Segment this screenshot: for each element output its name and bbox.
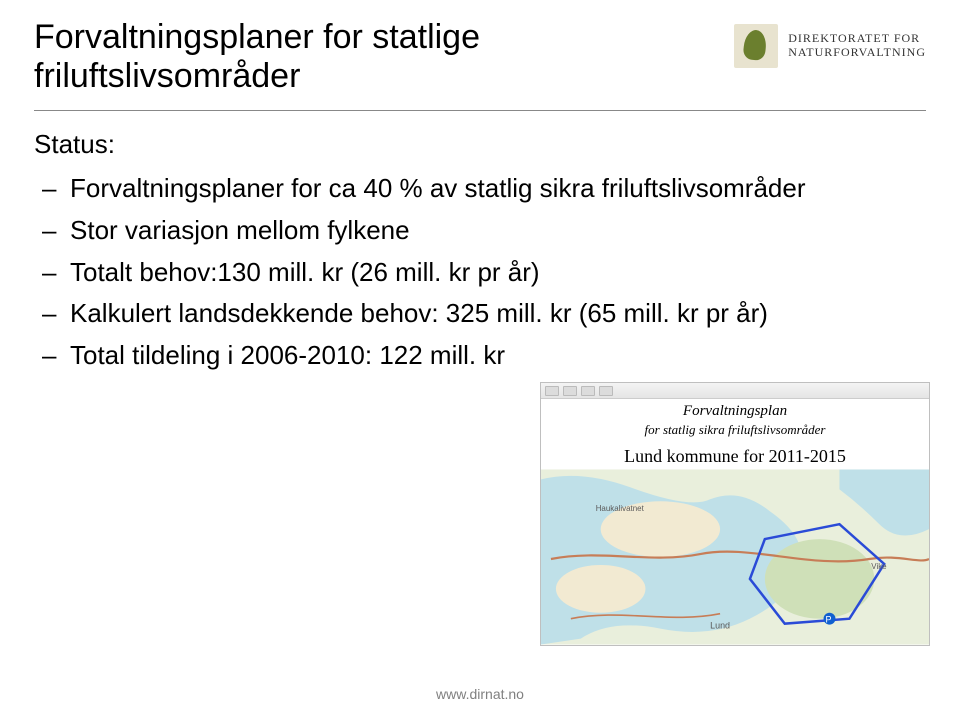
list-item: Stor variasjon mellom fylkene [70, 212, 926, 250]
title-line-1: Forvaltningsplaner for statlige [34, 18, 480, 56]
org-name: DIREKTORATET FOR NATURFORVALTNING [788, 32, 926, 60]
toolbar-button-icon [563, 386, 577, 396]
status-label: Status: [34, 129, 926, 160]
list-item: Totalt behov:130 mill. kr (26 mill. kr p… [70, 254, 926, 292]
header: Forvaltningsplaner for statlige frilufts… [34, 18, 926, 96]
title-line-2: friluftslivsområder [34, 57, 300, 95]
status-bullet-list: Forvaltningsplaner for ca 40 % av statli… [34, 170, 926, 374]
footer-url: www.dirnat.no [0, 686, 960, 702]
leaf-logo-icon [734, 24, 778, 68]
inset-document-preview: Forvaltningsplan for statlig sikra frilu… [540, 382, 930, 646]
svg-text:Lund: Lund [710, 621, 730, 631]
svg-text:P: P [826, 615, 832, 625]
inset-title-line-2: for statlig sikra friluftslivsområder [549, 422, 921, 438]
list-item: Kalkulert landsdekkende behov: 325 mill.… [70, 295, 926, 333]
map-preview: P Lund Vike Haukalivatnet [541, 469, 929, 645]
toolbar-button-icon [581, 386, 595, 396]
inset-toolbar [541, 383, 929, 399]
toolbar-button-icon [545, 386, 559, 396]
slide: Forvaltningsplaner for statlige frilufts… [0, 0, 960, 716]
org-name-line-1: DIREKTORATET FOR [788, 32, 926, 46]
svg-text:Haukalivatnet: Haukalivatnet [596, 504, 645, 513]
inset-title-line-1: Forvaltningsplan [549, 403, 921, 420]
list-item: Total tildeling i 2006-2010: 122 mill. k… [70, 337, 926, 375]
inset-heading: Forvaltningsplan for statlig sikra frilu… [541, 399, 929, 469]
svg-text:Vike: Vike [871, 562, 887, 571]
header-divider [34, 110, 926, 111]
page-title: Forvaltningsplaner for statlige frilufts… [34, 18, 480, 96]
org-logo-block: DIREKTORATET FOR NATURFORVALTNING [734, 24, 926, 68]
org-name-line-2: NATURFORVALTNING [788, 46, 926, 60]
inset-title-line-3: Lund kommune for 2011-2015 [549, 446, 921, 467]
toolbar-button-icon [599, 386, 613, 396]
list-item: Forvaltningsplaner for ca 40 % av statli… [70, 170, 926, 208]
